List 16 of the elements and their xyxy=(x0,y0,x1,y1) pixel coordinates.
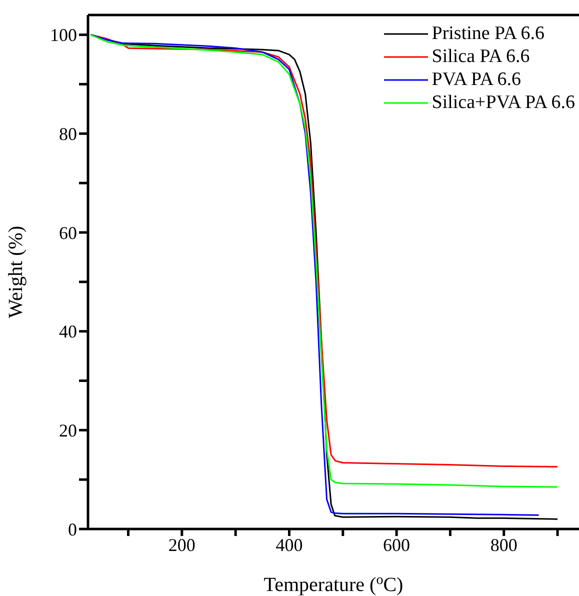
y-tick-label: 0 xyxy=(68,519,77,540)
y-tick-label: 60 xyxy=(59,222,77,243)
y-tick-label: 40 xyxy=(59,322,77,342)
y-tick-label: 20 xyxy=(59,420,77,441)
y-axis-title: Weight (%) xyxy=(5,226,27,318)
y-tick-label: 100 xyxy=(50,25,77,46)
x-axis-title: Temperature ($^{o}$C) xyxy=(264,572,404,596)
legend-label: Pristine PA 6.6 xyxy=(432,22,545,45)
x-tick-label: 200 xyxy=(168,534,196,555)
legend-label: Silica+PVA PA 6.6 xyxy=(432,91,575,114)
legend-label: PVA PA 6.6 xyxy=(432,68,522,91)
x-tick-label: 600 xyxy=(383,534,410,555)
legend-label: Silica PA 6.6 xyxy=(432,45,530,68)
x-tick-label: 400 xyxy=(276,534,303,555)
x-tick-label: 800 xyxy=(490,534,518,555)
y-tick-label: 80 xyxy=(59,124,77,144)
